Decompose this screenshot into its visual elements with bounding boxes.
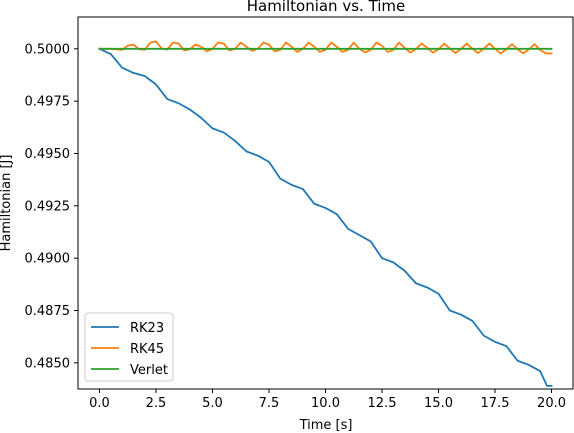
- y-tick-label: 0.4900: [25, 252, 71, 267]
- chart-title: Hamiltonian vs. Time: [247, 0, 406, 15]
- y-tick-label: 0.4925: [25, 199, 71, 214]
- series-line-rk45: [98, 40, 553, 55]
- y-tick-label: 0.4975: [25, 95, 71, 110]
- x-tick-label: 20.0: [537, 396, 566, 411]
- legend-label-rk23: RK23: [130, 321, 164, 336]
- y-tick-label: 0.4850: [25, 356, 71, 371]
- y-tick-label: 0.4875: [25, 304, 71, 319]
- legend-box: [84, 312, 174, 382]
- x-tick-label: 2.5: [146, 396, 167, 411]
- y-tick-label: 0.4950: [25, 147, 71, 162]
- y-axis-ticks: 0.4850 0.4875 0.4900 0.4925 0.4950 0.4975 0.50…: [25, 42, 78, 371]
- x-tick-label: 10.0: [311, 396, 340, 411]
- x-tick-label: 5.0: [202, 396, 223, 411]
- x-axis-label: Time [s]: [299, 418, 353, 433]
- legend-label-rk45: RK45: [130, 342, 164, 357]
- x-axis-ticks: 0.0 2.5 5.0 7.5 10.0 12.5 15.0 17.5 20.0: [89, 389, 566, 411]
- legend-label-verlet: Verlet: [130, 363, 168, 378]
- x-tick-label: 12.5: [368, 396, 397, 411]
- x-tick-label: 15.0: [424, 396, 453, 411]
- y-tick-label: 0.5000: [25, 42, 71, 57]
- x-tick-label: 17.5: [481, 396, 510, 411]
- series-line-rk23: [98, 47, 553, 387]
- x-tick-label: 7.5: [259, 396, 280, 411]
- x-tick-label: 0.0: [89, 396, 110, 411]
- legend: RK23 RK45 Verlet: [84, 312, 174, 382]
- y-axis-label: Hamiltonian [J]: [0, 155, 14, 252]
- plot-lines: [98, 40, 553, 387]
